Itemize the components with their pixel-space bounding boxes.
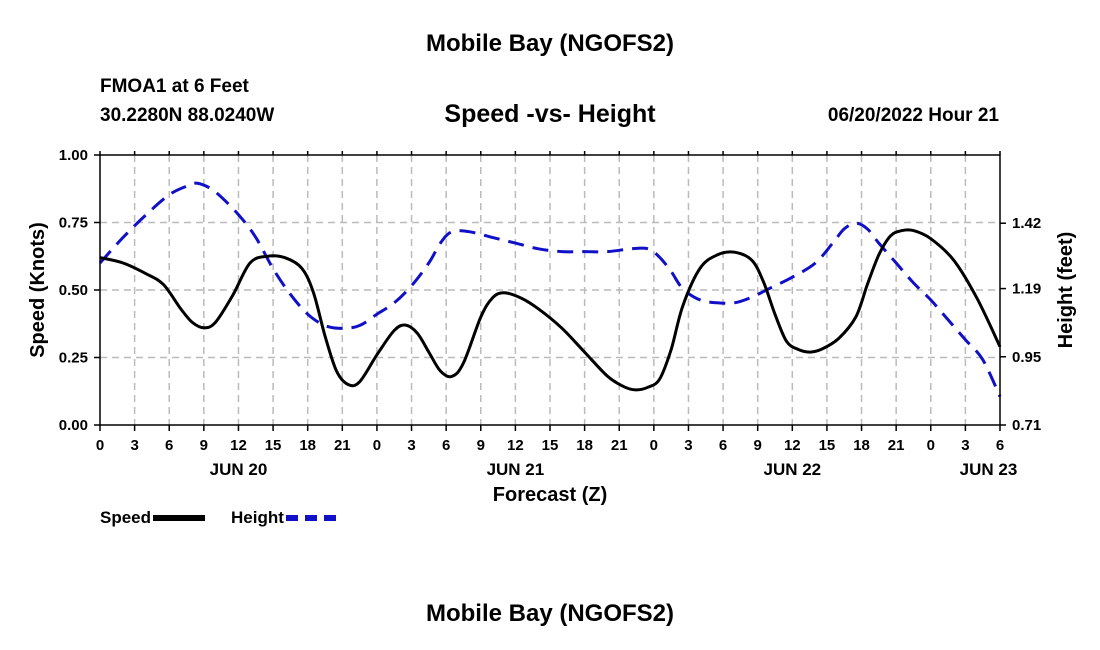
x-tick-label: 18	[853, 437, 870, 454]
x-tick-label: 12	[507, 437, 524, 454]
x-tick-label: 6	[165, 437, 173, 454]
series-line-speed	[99, 228, 1002, 392]
x-tick-label: 0	[373, 437, 381, 454]
y-left-tick-label: 0.00	[59, 417, 88, 434]
x-tick-label: 18	[299, 437, 316, 454]
x-tick-label: 6	[442, 437, 450, 454]
x-tick-label: 3	[407, 437, 415, 454]
x-tick-label: 3	[684, 437, 692, 454]
x-tick-label: 12	[230, 437, 247, 454]
x-tick-label: 21	[611, 437, 628, 454]
x-tick-label: 3	[130, 437, 138, 454]
date-label: JUN 20	[210, 460, 268, 479]
y-left-tick-label: 1.00	[59, 147, 88, 164]
y-left-tick-label: 0.50	[59, 282, 88, 299]
legend-swatch-speed	[153, 515, 206, 521]
x-axis-label: Forecast (Z)	[493, 484, 607, 506]
x-tick-label: 3	[961, 437, 969, 454]
x-tick-label: 15	[265, 437, 282, 454]
x-tick-label: 0	[927, 437, 935, 454]
page-title: Mobile Bay (NGOFS2)	[425, 30, 675, 57]
y-left-tick-label: 0.25	[59, 350, 88, 367]
x-tick-label: 9	[200, 437, 208, 454]
y-left-tick-label: 0.75	[59, 215, 88, 232]
legend-item-height: Height	[231, 508, 336, 528]
y-axis-left-label: Speed (Knots)	[27, 222, 49, 358]
station-label: FMOA1 at 6 Feet	[100, 76, 249, 97]
x-tick-label: 6	[996, 437, 1004, 454]
x-tick-label: 0	[650, 437, 658, 454]
legend-swatch-height	[285, 515, 336, 521]
y-axis-right-label: Height (feet)	[1055, 232, 1077, 349]
speed-height-chart: 0 3 6 9 12 15 18 21 0 3 6 9 12 15 18 21 0 3 6 9 12 15 18 21 0 3 60…	[27, 147, 1077, 506]
y-right-tick-label: 0.71	[1012, 417, 1041, 434]
date-label: JUN 21	[487, 460, 545, 479]
series-line-height	[98, 181, 1002, 398]
x-tick-label: 21	[888, 437, 905, 454]
x-tick-label: 15	[819, 437, 836, 454]
x-tick-label: 18	[576, 437, 593, 454]
x-tick-label: 9	[754, 437, 762, 454]
series-layer	[98, 181, 1002, 398]
legend-label-speed: Speed	[100, 508, 152, 527]
legend-label-height: Height	[231, 508, 284, 527]
legend-item-speed: Speed	[100, 508, 206, 528]
chart-subtitle: Speed -vs- Height	[444, 100, 656, 128]
date-label: JUN 22	[763, 460, 821, 479]
x-tick-label: 6	[719, 437, 727, 454]
date-label: JUN 23	[960, 460, 1018, 479]
x-tick-label: 15	[542, 437, 559, 454]
forecast-timestamp: 06/20/2022 Hour 21	[827, 105, 999, 126]
y-right-tick-label: 1.42	[1012, 215, 1041, 232]
y-right-tick-label: 1.19	[1012, 281, 1041, 298]
page-title-repeat: Mobile Bay (NGOFS2)	[425, 600, 675, 627]
x-tick-label: 0	[96, 437, 104, 454]
x-tick-label: 12	[784, 437, 801, 454]
y-right-tick-label: 0.95	[1012, 349, 1041, 366]
station-coordinates: 30.2280N 88.0240W	[100, 105, 275, 126]
axes-layer: 0 3 6 9 12 15 18 21 0 3 6 9 12 15 18 21 0 3 6 9 12 15 18 21 0 3 60…	[59, 147, 1041, 479]
x-tick-label: 21	[334, 437, 351, 454]
x-tick-label: 9	[477, 437, 485, 454]
